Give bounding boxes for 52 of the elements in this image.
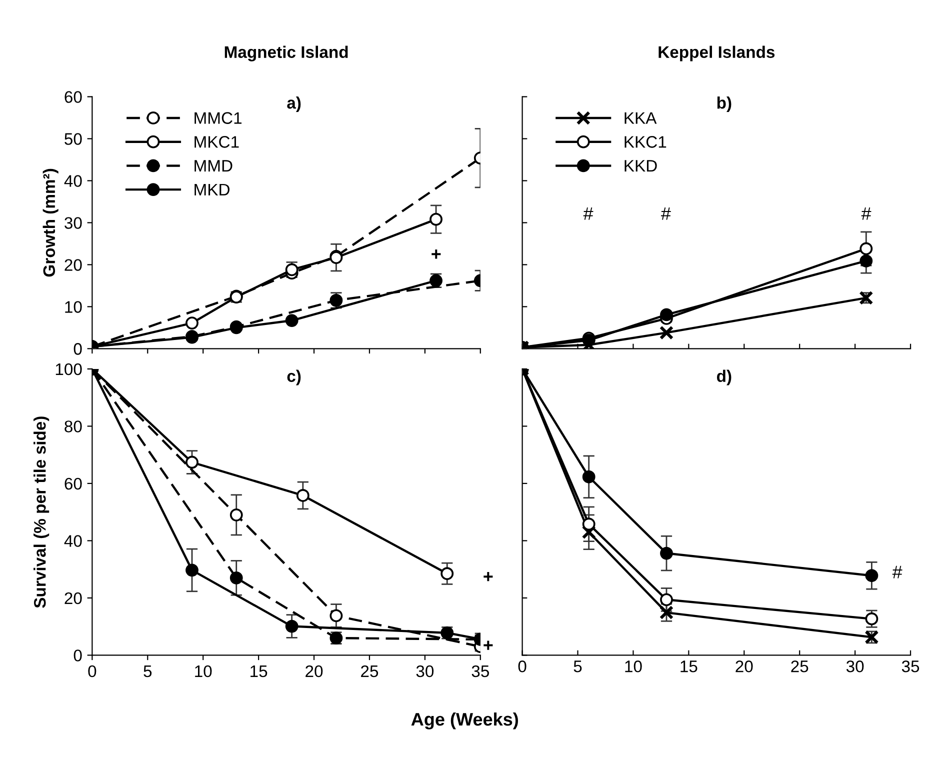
x-tick-label: 0: [88, 665, 96, 678]
y-tick-label: 50: [64, 133, 82, 145]
y-tick-label: 20: [64, 592, 82, 604]
x-tick-label: 0: [518, 660, 526, 672]
y-tick-label: 40: [64, 535, 82, 547]
x-axis-title: Age (Weeks): [411, 712, 518, 730]
x-tick-label: 35: [902, 660, 920, 672]
y-tick-label: 80: [64, 420, 82, 432]
annotation: #: [892, 566, 902, 578]
y-axis-title: Survival (% per tile side): [34, 416, 50, 608]
annotation: +: [432, 250, 441, 259]
y-tick-label: 0: [74, 650, 82, 662]
x-tick-label: 25: [361, 665, 378, 678]
annotation: #: [861, 207, 872, 220]
legend-label: MKC1: [194, 136, 239, 148]
legend-label: KKC1: [624, 136, 666, 148]
chart-title: Magnetic Island: [224, 46, 348, 62]
y-tick-label: 60: [64, 91, 82, 103]
x-tick-label: 25: [791, 660, 808, 672]
x-tick-label: 5: [144, 666, 152, 678]
x-tick-label: 10: [625, 660, 642, 672]
legend-label: MMC1: [194, 112, 242, 124]
x-tick-label: 20: [306, 665, 323, 678]
y-tick-label: 30: [64, 217, 82, 229]
x-tick-label: 35: [472, 665, 489, 678]
x-tick-label: 10: [195, 665, 212, 678]
y-tick-label: 0: [74, 343, 82, 355]
annotation: #: [583, 207, 594, 220]
chart-subtitle: d): [716, 370, 732, 386]
y-tick-label: 10: [65, 301, 82, 313]
y-tick-label: 20: [64, 259, 82, 271]
annotation: #: [660, 207, 671, 220]
chart-subtitle: b): [717, 96, 732, 112]
x-tick-label: 15: [680, 660, 698, 672]
y-tick-label: 40: [64, 175, 82, 187]
x-tick-label: 5: [574, 660, 582, 672]
chart-subtitle: c): [287, 370, 301, 386]
x-tick-label: 20: [736, 660, 753, 672]
legend-label: MKD: [194, 184, 230, 196]
y-axis-title: Growth (mm²): [42, 168, 58, 277]
text: +: [484, 572, 493, 582]
legend-label: KKD: [624, 160, 657, 172]
legend-label: KKA: [624, 112, 657, 124]
legend-label: MMD: [194, 160, 232, 172]
x-tick-label: 30: [846, 660, 864, 672]
x-tick-label: 30: [416, 665, 434, 678]
x-tick-label: 15: [250, 666, 268, 678]
y-tick-label: 100: [56, 363, 82, 376]
chart-subtitle: a): [287, 96, 301, 112]
y-tick-label: 60: [64, 478, 82, 490]
chart-title: Keppel Islands: [658, 46, 775, 62]
text: +: [484, 640, 493, 650]
